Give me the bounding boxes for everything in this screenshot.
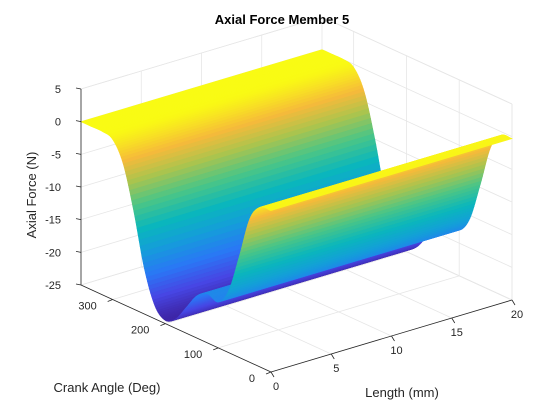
chart-title: Axial Force Member 5 — [215, 12, 349, 27]
z-tick — [75, 283, 82, 286]
grid-line — [321, 16, 513, 105]
x-tick-label: 5 — [333, 363, 339, 375]
y-tick-label: 100 — [184, 349, 202, 361]
surface — [80, 49, 513, 322]
grid-line — [321, 49, 513, 138]
x-tick — [511, 299, 516, 306]
z-tick — [75, 250, 82, 253]
grid-line — [80, 16, 323, 90]
z-tick — [75, 218, 82, 221]
x-tick — [391, 335, 395, 342]
y-tick — [213, 347, 219, 351]
y-tick-label: 300 — [78, 301, 96, 313]
y-tick-label: 200 — [131, 325, 149, 337]
z-tick — [75, 152, 82, 155]
y-tick — [160, 323, 166, 327]
z-tick-label: 0 — [55, 117, 61, 129]
z-tick-label: -5 — [51, 149, 61, 161]
x-tick-label: 0 — [273, 381, 279, 393]
z-tick-label: 5 — [55, 84, 61, 96]
x-tick-label: 10 — [390, 345, 402, 357]
y-axis-label: Crank Angle (Deg) — [54, 380, 161, 395]
surface-strip — [269, 137, 513, 211]
grid-line — [218, 275, 460, 349]
x-tick — [330, 353, 335, 360]
z-tick-label: -15 — [45, 215, 61, 227]
z-tick-label: -20 — [45, 247, 61, 259]
x-tick-label: 20 — [511, 309, 523, 321]
y-tick — [107, 299, 113, 302]
label-layer: Axial Force Member 5 Length (mm) Crank A… — [24, 12, 439, 400]
z-tick — [75, 185, 82, 188]
z-axis-label: Axial Force (N) — [24, 152, 39, 239]
z-tick-label: -10 — [45, 182, 61, 194]
y-tick — [265, 371, 272, 375]
y-tick-label: 0 — [249, 373, 255, 385]
x-tick — [270, 371, 275, 378]
z-tick — [75, 87, 82, 90]
x-tick-label: 15 — [451, 327, 463, 339]
x-axis-label: Length (mm) — [365, 385, 439, 400]
grid-line — [165, 251, 407, 325]
z-tick — [75, 120, 82, 123]
x-tick — [451, 317, 456, 324]
z-tick-label: -25 — [45, 280, 61, 292]
